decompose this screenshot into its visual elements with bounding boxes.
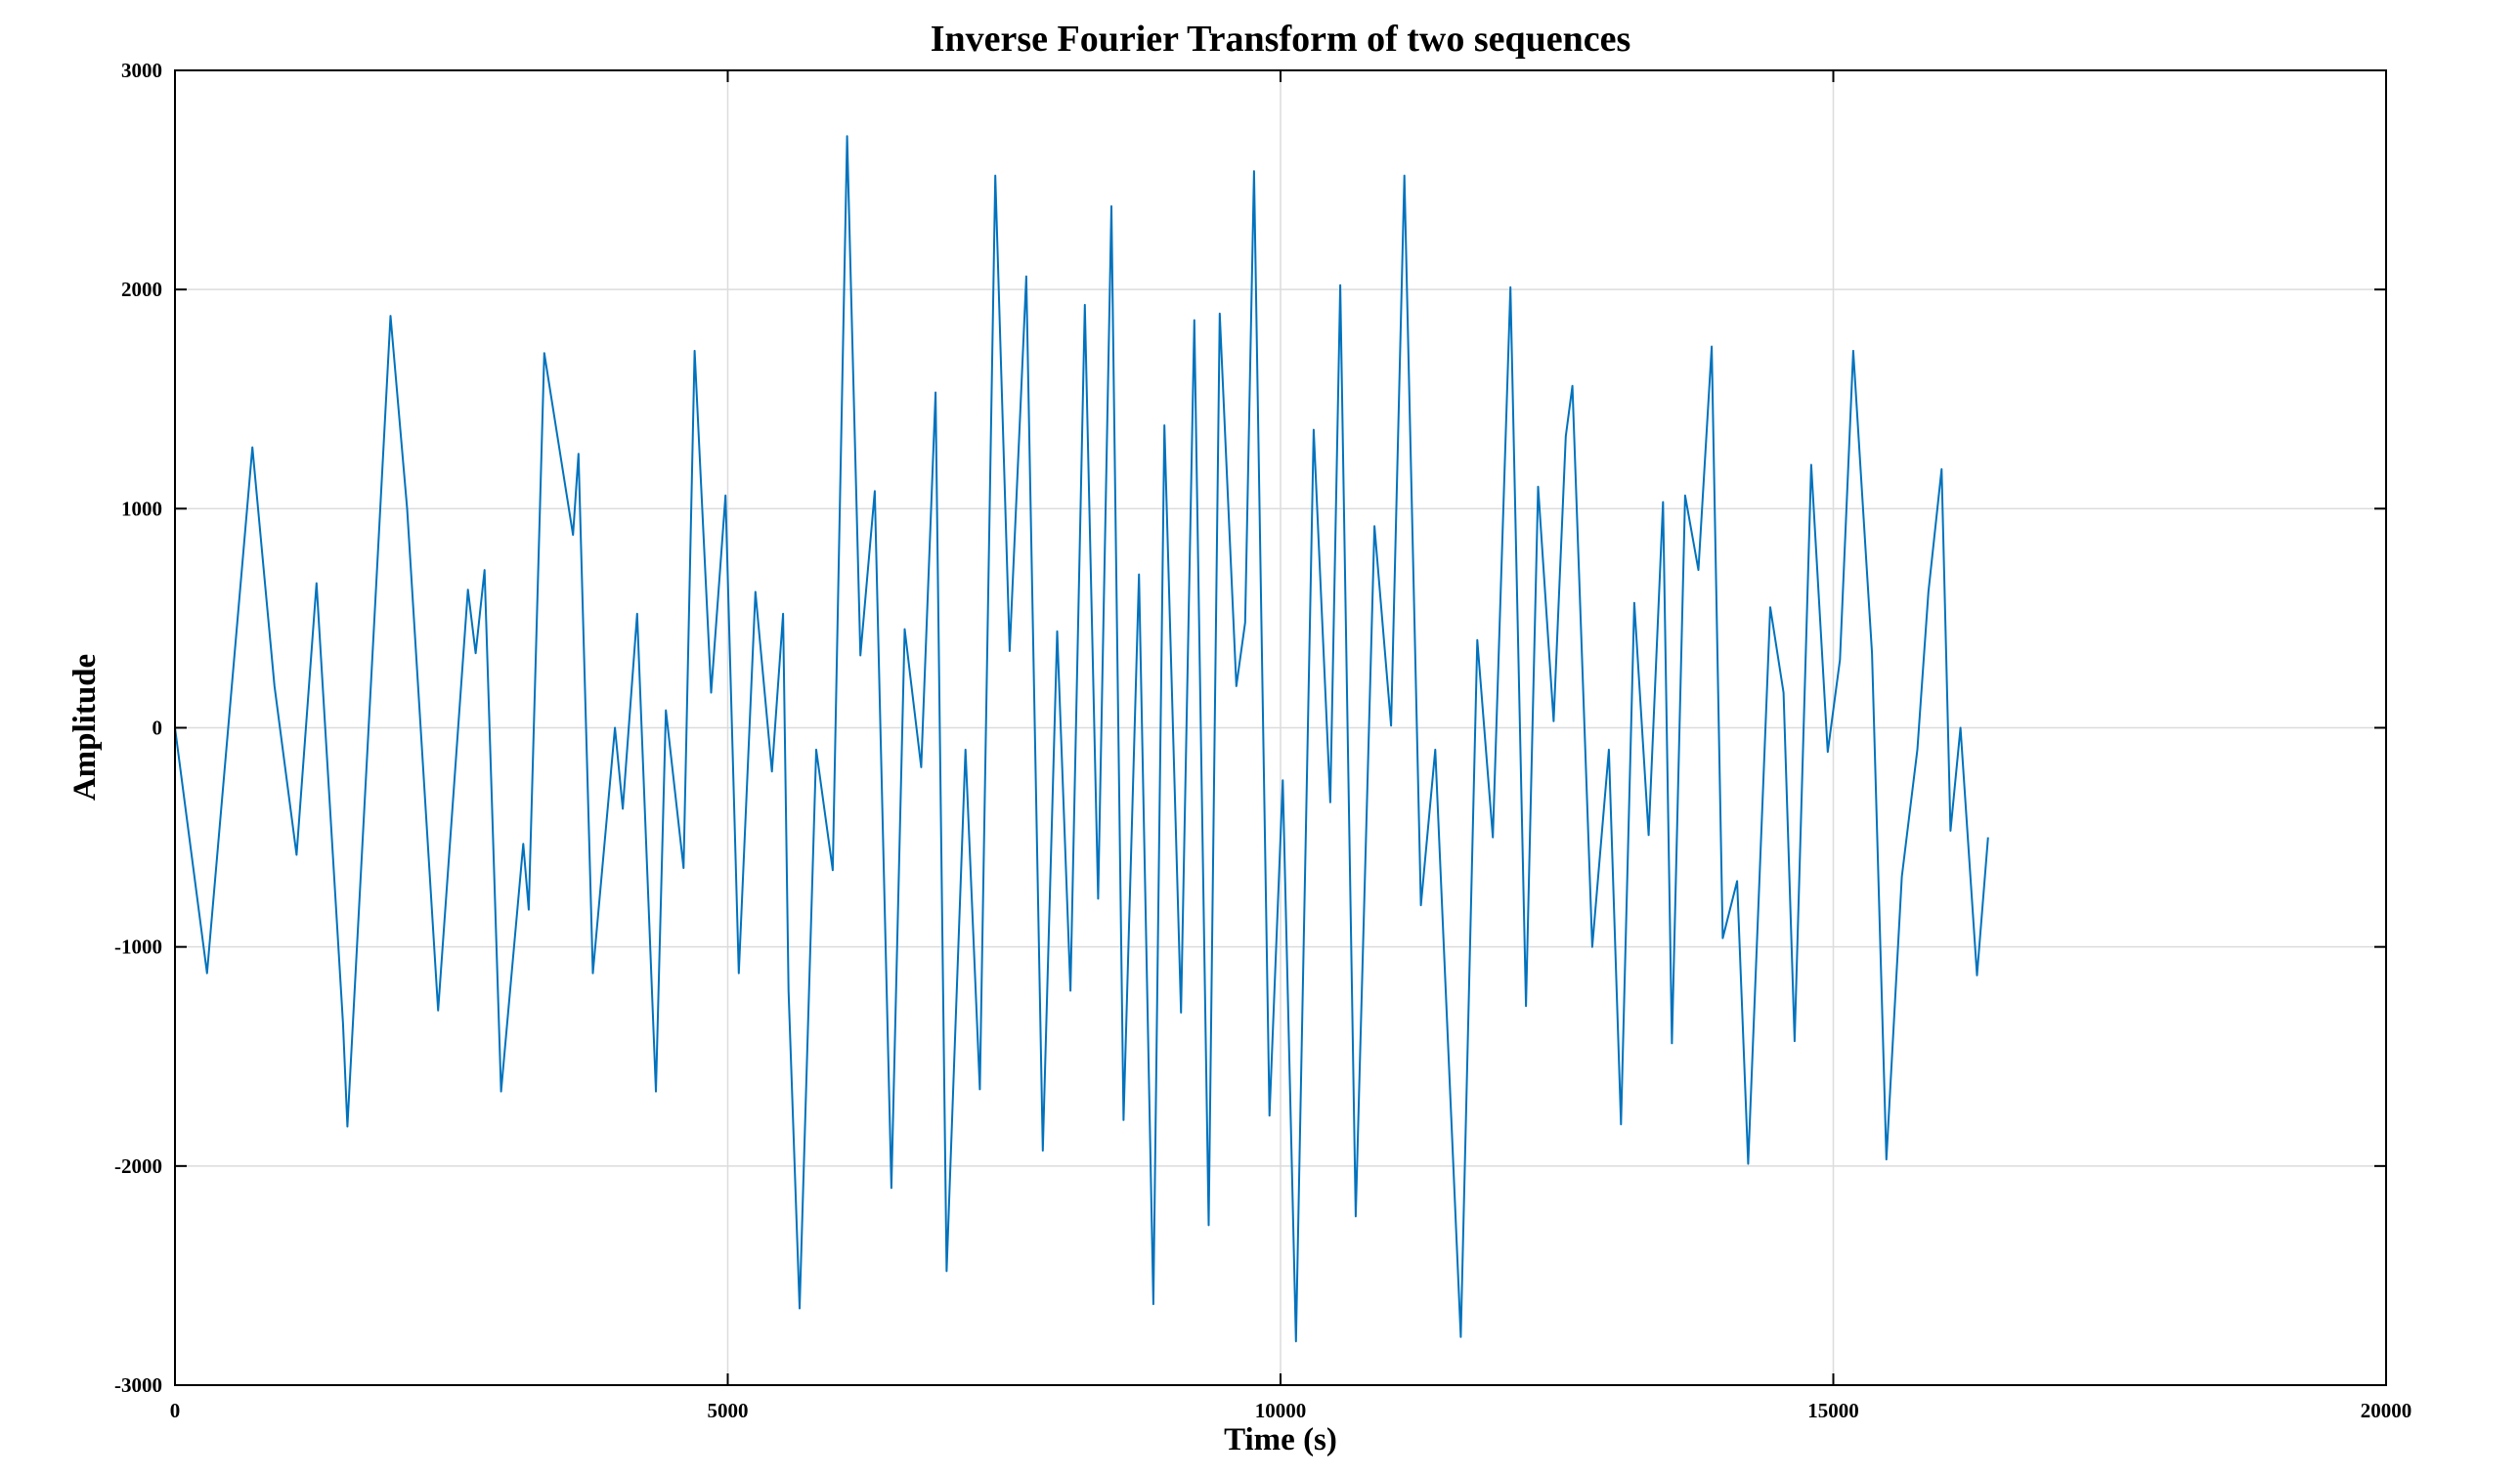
x-tick-label: 15000	[1807, 1399, 1859, 1422]
chart-title: Inverse Fourier Transform of two sequenc…	[931, 19, 1631, 60]
series-line	[174, 135, 1989, 1343]
gridlines	[175, 70, 2386, 1385]
y-axis-label: Amplitude	[67, 654, 103, 801]
x-tick-label: 0	[170, 1399, 181, 1422]
y-tick-label: 0	[152, 717, 163, 740]
x-tick-label: 20000	[2361, 1399, 2412, 1422]
y-tick-label: -1000	[114, 935, 162, 959]
x-tick-label: 10000	[1255, 1399, 1307, 1422]
y-tick-label: 1000	[121, 497, 162, 520]
x-axis-label: Time (s)	[1224, 1422, 1337, 1457]
y-tick-label: -2000	[114, 1154, 162, 1178]
series-layer	[174, 135, 1989, 1343]
x-tick-label: 5000	[708, 1399, 749, 1422]
y-tick-label: -3000	[114, 1373, 162, 1397]
y-tick-label: 2000	[121, 278, 162, 301]
ticks: 0 5000 10000 15000 20000 -3000 -2000 -1000 0 1000…	[114, 59, 2411, 1422]
y-tick-label: 3000	[121, 59, 162, 82]
